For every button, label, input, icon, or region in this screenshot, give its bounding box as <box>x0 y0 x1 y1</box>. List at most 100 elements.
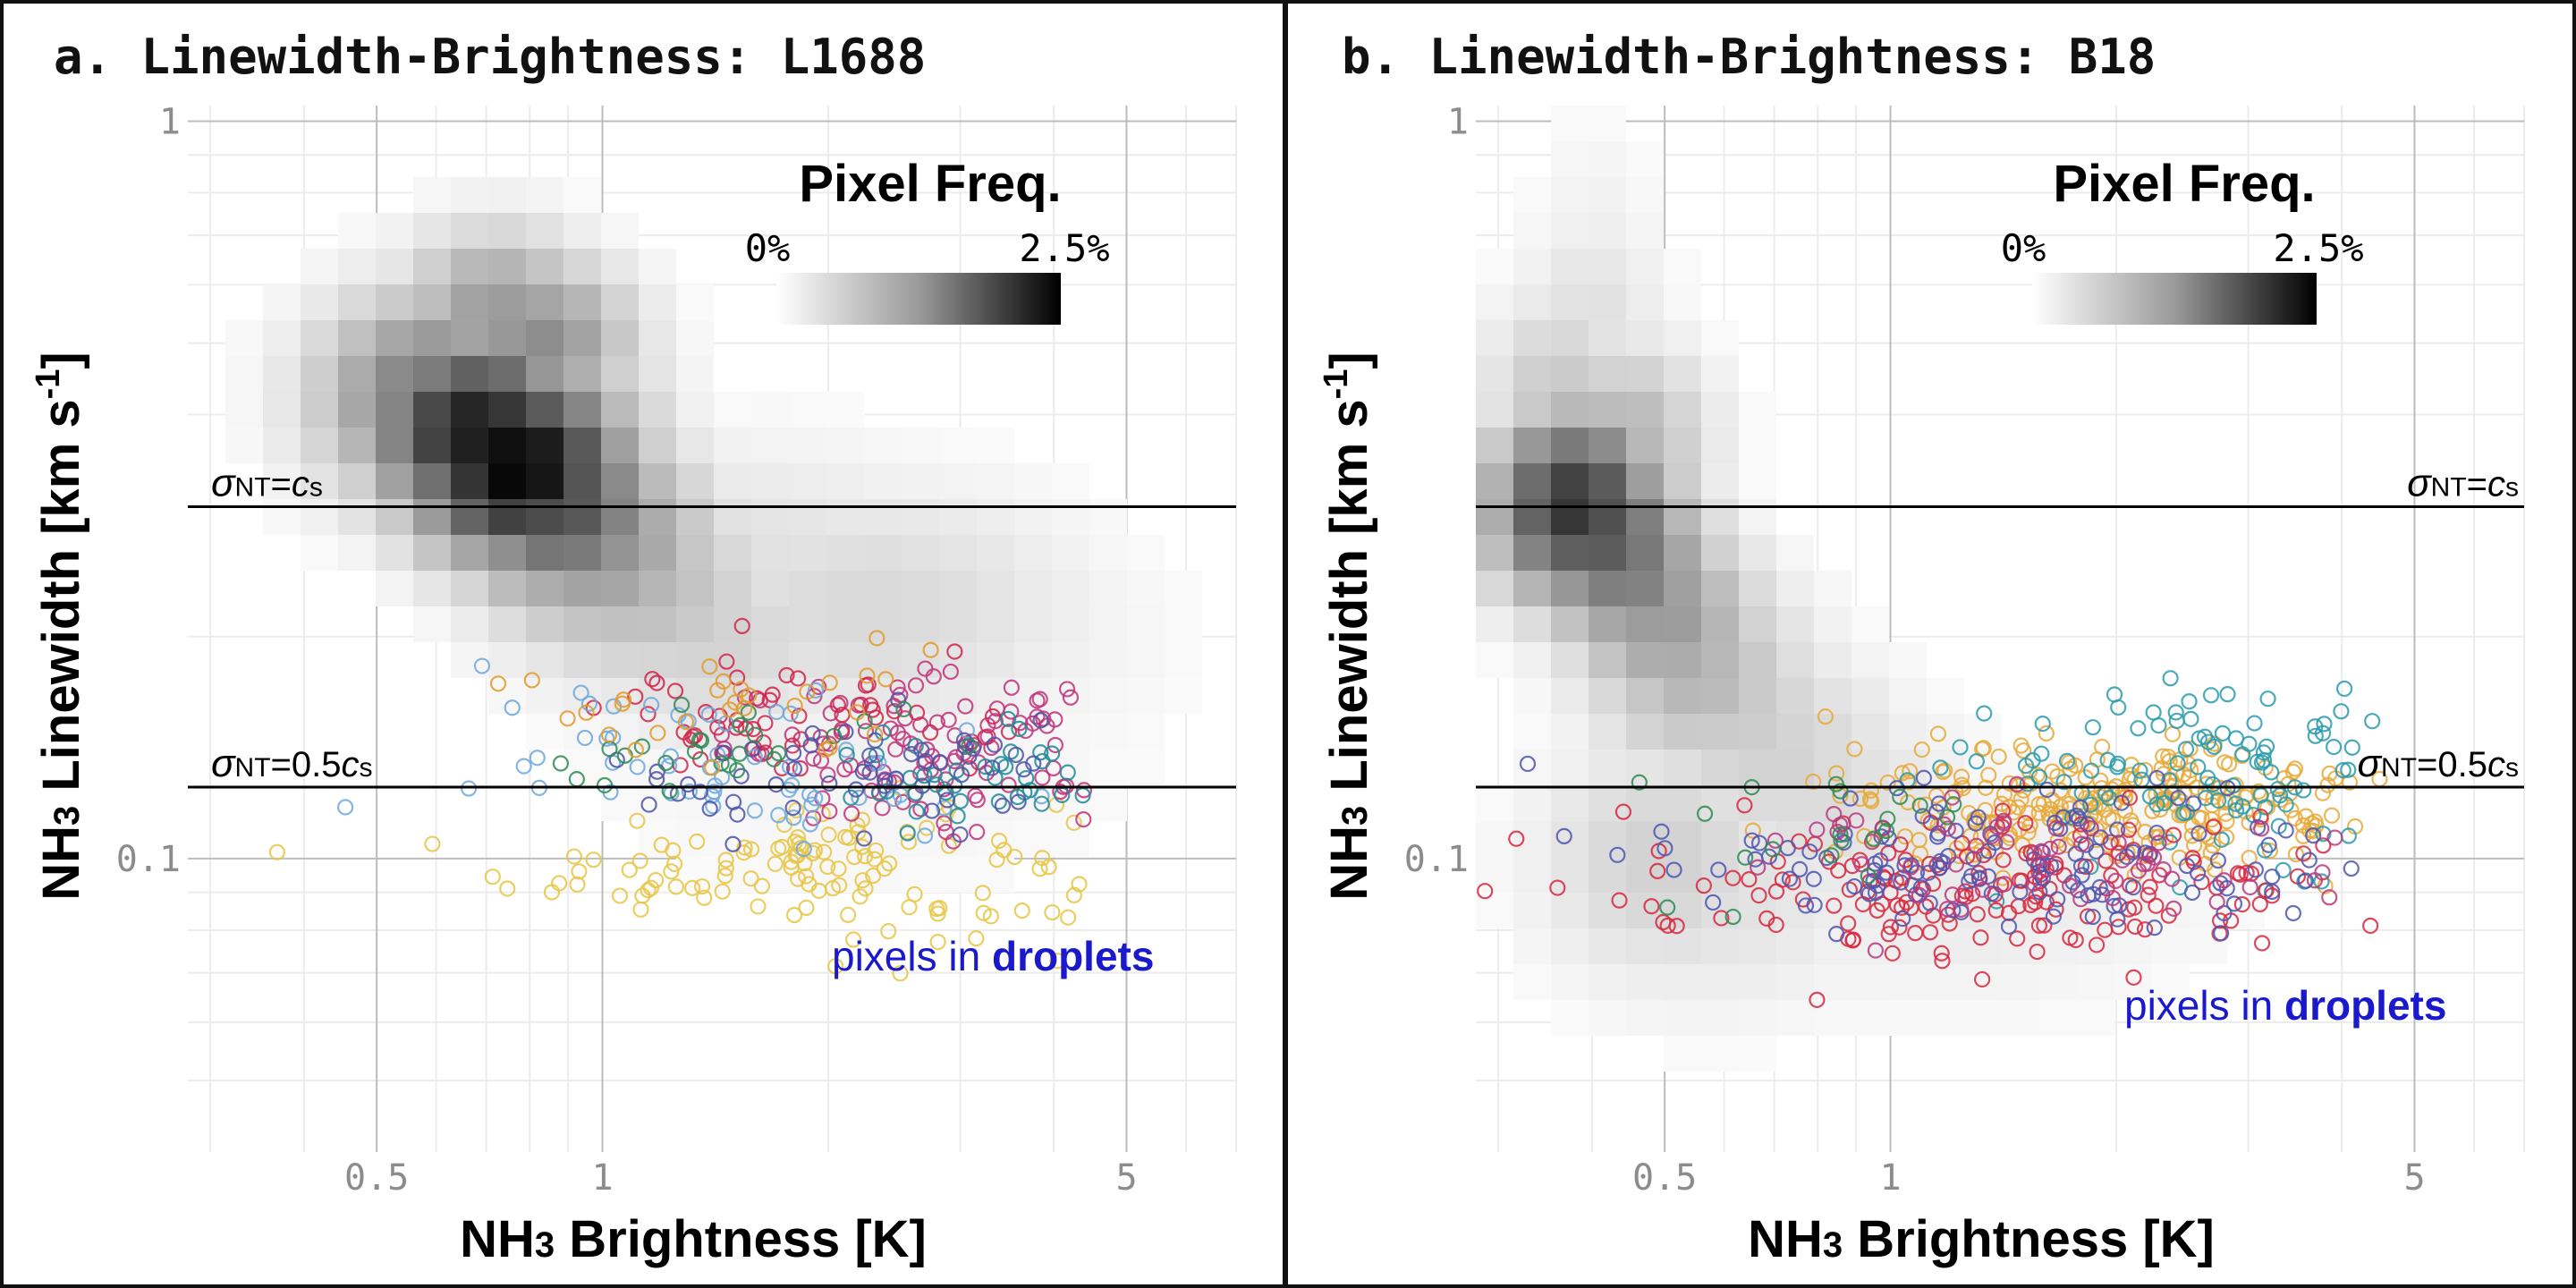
heatmap-cell <box>1739 535 1776 571</box>
scatter-point-indigo <box>784 800 801 817</box>
scatter-point-gold <box>2004 804 2022 821</box>
scatter-point-magenta <box>1829 824 1846 841</box>
heatmap-cell <box>488 535 526 571</box>
scatter-point-teal <box>2145 704 2162 721</box>
heatmap-cell <box>1589 678 1626 714</box>
heatmap-cell <box>1589 642 1626 678</box>
scatter-point-crimson <box>2289 868 2307 885</box>
heatmap-cell <box>676 463 714 499</box>
heatmap-cell <box>1852 714 1889 750</box>
heatmap-cell <box>939 499 977 535</box>
scatter-point-indigo <box>680 775 697 793</box>
scatter-point-crimson <box>784 737 801 754</box>
heatmap-cell <box>789 428 826 463</box>
heatmap-cell <box>2039 964 2077 1000</box>
legend-a-min: 0% <box>745 226 791 270</box>
scatter-point-magenta <box>2110 835 2127 852</box>
heatmap-cell <box>601 356 639 392</box>
heatmap-cell <box>714 606 751 642</box>
scatter-point-gold <box>2323 807 2341 824</box>
heatmap-cell <box>1739 392 1776 428</box>
scatter-point-gold <box>742 870 759 887</box>
heatmap-cell <box>413 606 451 642</box>
scatter-point-gold <box>2319 776 2336 793</box>
panel-a-legend: Pixel Freq. 0% 2.5% <box>745 155 1110 325</box>
scatter-point-indigo <box>2031 884 2048 901</box>
scatter-point-crimson <box>2047 901 2064 918</box>
heatmap-cell <box>1089 499 1127 535</box>
scatter-point-crimson <box>862 697 879 714</box>
scatter-point-light-blue <box>705 798 722 815</box>
heatmap-cell <box>1551 750 1589 785</box>
scatter-point-crimson <box>733 617 750 634</box>
scatter-point-green <box>691 732 708 749</box>
scatter-point-teal <box>2269 781 2286 798</box>
heatmap-cell <box>1664 606 1701 642</box>
scatter-point-gold <box>865 867 882 885</box>
scatter-point-indigo <box>2297 872 2314 889</box>
scatter-point-indigo <box>994 797 1012 814</box>
heatmap-cell <box>1513 213 1551 249</box>
heatmap-cell <box>1927 1000 1964 1036</box>
scatter-point-indigo <box>1970 809 1987 826</box>
heatmap-cell <box>789 392 826 428</box>
heatmap-cell <box>864 571 902 606</box>
scatter-point-gold <box>906 886 923 902</box>
heatmap-cell <box>1664 428 1701 463</box>
scatter-point-gold <box>632 901 649 918</box>
scatter-point-magenta <box>1826 806 1843 823</box>
heatmap-cell <box>376 249 413 284</box>
heatmap-cell <box>1513 463 1551 499</box>
heatmap-cell <box>1739 428 1776 463</box>
heatmap-cell <box>1626 535 1664 571</box>
scatter-point-gold <box>569 876 586 893</box>
scatter-point-teal <box>1968 753 1985 770</box>
heatmap-cell <box>1513 964 1551 1000</box>
scatter-point-indigo <box>1894 910 1911 928</box>
scatter-point-crimson <box>2205 818 2222 835</box>
scatter-point-teal <box>1932 759 1949 776</box>
heatmap-cell <box>1589 1000 1626 1036</box>
scatter-point-crimson <box>1830 862 1847 879</box>
heatmap-cell <box>676 499 714 535</box>
scatter-point-light-blue <box>746 802 764 819</box>
heatmap-cell <box>1014 642 1052 678</box>
scatter-point-indigo <box>1519 755 1537 773</box>
legend-a-max: 2.5% <box>1019 226 1109 270</box>
heatmap-cell <box>451 356 488 392</box>
scatter-point-teal <box>2315 826 2332 843</box>
heatmap-cell <box>1089 571 1127 606</box>
scatter-point-teal <box>2033 745 2050 762</box>
heatmap-cell <box>1739 1000 1776 1036</box>
scatter-point-indigo <box>785 760 803 777</box>
heatmap-cell <box>1927 678 1964 714</box>
y-tick-label: 1 <box>159 101 181 142</box>
heatmap-cell <box>1165 571 1202 606</box>
scatter-point-crimson <box>1970 864 1987 882</box>
scatter-point-magenta <box>2107 872 2124 889</box>
scatter-point-indigo <box>724 835 741 852</box>
heatmap-cell <box>1551 106 1589 141</box>
scatter-point-gold <box>2284 763 2301 780</box>
heatmap-cell <box>1513 428 1551 463</box>
heatmap-cell <box>263 428 301 463</box>
scatter-point-green <box>1938 809 1956 826</box>
heatmap-cell <box>2039 1000 2077 1036</box>
heatmap-cell <box>413 535 451 571</box>
x-tick-label: 5 <box>1115 1157 1137 1199</box>
heatmap-cell <box>1739 714 1776 750</box>
scatter-point-magenta <box>912 716 929 733</box>
heatmap-cell <box>2002 964 2039 1000</box>
scatter-point-green <box>1764 841 1782 858</box>
scatter-point-gold <box>767 855 784 872</box>
legend-b-min: 0% <box>2001 226 2046 270</box>
heatmap-cell <box>1089 785 1127 821</box>
scatter-point-light-blue <box>795 841 812 858</box>
heatmap-cell <box>601 499 639 535</box>
scatter-point-gold <box>1040 859 1057 876</box>
scatter-point-gold <box>621 861 638 878</box>
heatmap-cell <box>1589 606 1626 642</box>
scatter-point-crimson <box>921 724 939 741</box>
scatter-point-light-blue <box>605 729 622 746</box>
heatmap-cell <box>977 428 1014 463</box>
